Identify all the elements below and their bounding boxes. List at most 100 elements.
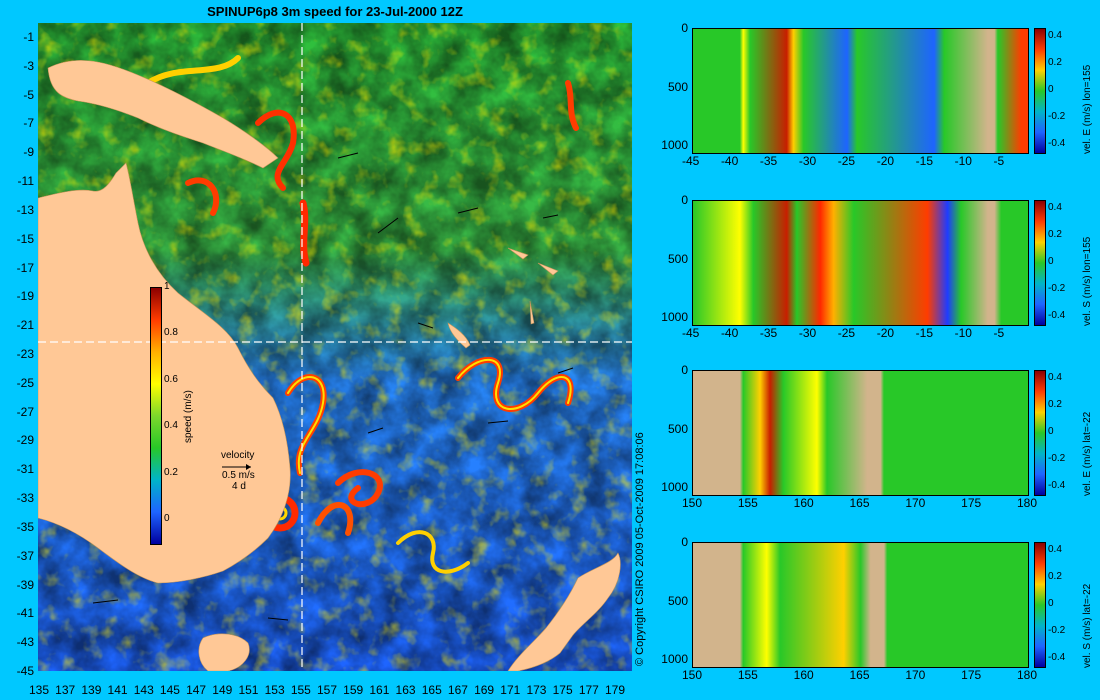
- copyright-notice: © Copyright CSIRO 2009 05-Oct-2009 17:08…: [634, 432, 646, 666]
- speed-colorbar-tick: 0.6: [164, 373, 178, 385]
- map-lat-tick: -45: [16, 664, 34, 678]
- map-lat-tick: -5: [23, 87, 34, 102]
- speed-colorbar: [150, 287, 162, 545]
- section-y-tick: 500: [667, 251, 688, 266]
- vanuatu: [529, 300, 535, 325]
- section-x-tick: -5: [993, 154, 1005, 168]
- section-x-tick: -45: [682, 154, 700, 168]
- map-lon-tick: 143: [133, 683, 154, 697]
- map-lat-tick: -19: [16, 289, 34, 304]
- section-x-tick: -20: [876, 154, 895, 168]
- section-y-tick: 1000: [661, 652, 688, 666]
- section-x-tick: -15: [915, 154, 933, 168]
- section-x-tick: 155: [737, 668, 758, 682]
- section-x-tick: -15: [915, 326, 933, 340]
- section-colorbar-tick: 0: [1048, 84, 1054, 95]
- section-x-tick: -35: [759, 326, 778, 340]
- section-x-tick: 170: [905, 668, 926, 682]
- section-x-tick: 175: [961, 668, 982, 682]
- section-y-tick: 0: [681, 21, 688, 35]
- velocity-arrows: [92, 152, 574, 621]
- map-lon-tick: 167: [447, 683, 468, 697]
- section-x-tick: 155: [737, 496, 758, 510]
- map-lon-tick: 173: [526, 683, 547, 697]
- map-lat-tick: -35: [16, 519, 34, 534]
- section-colorbar: [1034, 28, 1046, 154]
- speed-colorbar-tick: 0.8: [164, 327, 178, 339]
- section-x-tick: 150: [682, 496, 703, 510]
- map-lon-tick: 155: [290, 683, 311, 697]
- map-lon-tick: 165: [421, 683, 442, 697]
- map-lat-tick: -41: [16, 606, 34, 621]
- section-colorbar-tick: -0.2: [1048, 453, 1066, 464]
- speed-colorbar-tick: 0.4: [164, 420, 178, 432]
- map-lon-tick: 151: [238, 683, 259, 697]
- section-y-tick: 500: [667, 421, 688, 436]
- velocity-legend-duration: 4 d: [232, 481, 246, 492]
- speed-colorbar-label: speed (m/s): [183, 390, 194, 443]
- section-x-tick: 170: [905, 496, 926, 510]
- section-field: [692, 370, 1029, 496]
- section-x-tick: -30: [798, 154, 817, 168]
- section-x-tick: 180: [1017, 668, 1038, 682]
- map-lat-tick: -11: [17, 174, 34, 189]
- map-lon-tick: 159: [343, 683, 364, 697]
- new-zealand: [507, 552, 621, 672]
- section-x-tick: -35: [759, 154, 778, 168]
- velocity-legend-speed: 0.5 m/s: [222, 470, 255, 481]
- map-lon-tick: 135: [29, 683, 50, 697]
- map-lon-tick: 147: [186, 683, 207, 697]
- section-colorbar-tick: -0.4: [1048, 652, 1066, 663]
- section-y-tick: 0: [681, 193, 688, 207]
- section-colorbar-tick: 0.2: [1048, 229, 1062, 240]
- map-lat-tick: -31: [16, 462, 34, 477]
- section-colorbar-tick: -0.4: [1048, 310, 1066, 321]
- section-x-tick: 165: [849, 668, 870, 682]
- tasmania: [198, 633, 250, 672]
- new-guinea: [47, 60, 279, 169]
- map-lat-tick: -27: [16, 404, 34, 419]
- section-colorbar-tick: 0.4: [1048, 202, 1062, 213]
- map-lon-tick: 179: [605, 683, 626, 697]
- section-colorbar-label: vel. S (m/s) lat=-22: [1082, 583, 1093, 668]
- section-colorbar-tick: -0.2: [1048, 283, 1066, 294]
- map-lon-tick: 149: [212, 683, 233, 697]
- map-lat-tick: -21: [16, 318, 34, 333]
- section-y-tick: 1000: [661, 138, 688, 152]
- section-x-tick: 175: [961, 496, 982, 510]
- section-y-tick: 1000: [661, 310, 688, 324]
- map-lon-tick: 171: [500, 683, 521, 697]
- speed-colorbar-tick: 0.2: [164, 466, 178, 478]
- section-colorbar-tick: -0.4: [1048, 480, 1066, 491]
- section-x-tick: 160: [793, 668, 814, 682]
- section-x-tick: -45: [682, 326, 700, 340]
- section-x-tick: -20: [876, 326, 895, 340]
- section-colorbar-label: vel. S (m/s) lon=155: [1082, 236, 1093, 326]
- map-lat-tick: -29: [16, 433, 34, 448]
- section-colorbar-tick: 0: [1048, 426, 1054, 437]
- section-x-tick: -10: [954, 326, 972, 340]
- section-colorbar-tick: 0.4: [1048, 544, 1062, 555]
- map-lat-tick: -25: [16, 375, 34, 390]
- map-lon-tick: 141: [107, 683, 128, 697]
- section-x-tick: -30: [798, 326, 817, 340]
- speed-map-canvas: [37, 23, 632, 672]
- section-colorbar-label: vel. E (m/s) lon=155: [1082, 64, 1093, 154]
- section-colorbar-label: vel. E (m/s) lat=-22: [1082, 411, 1093, 496]
- section-colorbar-tick: 0.2: [1048, 399, 1062, 410]
- section-colorbar: [1034, 200, 1046, 326]
- section-colorbar-tick: -0.2: [1048, 111, 1066, 122]
- map-lon-tick: 153: [264, 683, 285, 697]
- map-lat-tick: -7: [23, 116, 34, 131]
- map-lon-tick: 175: [552, 683, 573, 697]
- section-field: [692, 28, 1029, 154]
- section-colorbar-tick: 0.2: [1048, 57, 1062, 68]
- section-colorbar-tick: 0.4: [1048, 30, 1062, 41]
- section-x-tick: -40: [720, 326, 739, 340]
- section-x-tick: 150: [682, 668, 703, 682]
- section-y-tick: 1000: [661, 480, 688, 494]
- map-lat-tick: -39: [16, 577, 34, 592]
- map-lat-tick: -9: [23, 145, 34, 160]
- map-lat-tick: -17: [16, 260, 34, 275]
- section-x-tick: -5: [993, 326, 1005, 340]
